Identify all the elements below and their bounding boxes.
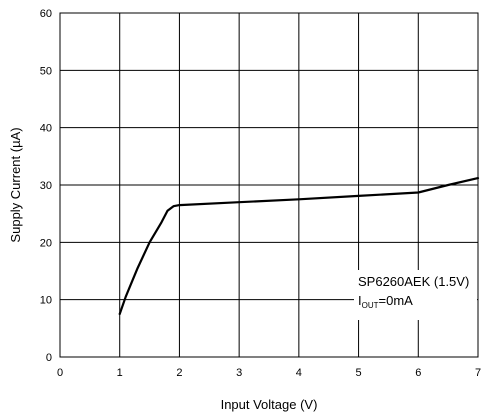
x-tick-labels: 0 1 2 3 4 5 6 7 <box>57 367 481 379</box>
series-line <box>118 177 480 316</box>
y-tick-label: 50 <box>40 65 52 77</box>
y-tick-label: 60 <box>40 8 52 20</box>
y-tick-label: 10 <box>40 295 52 307</box>
x-tick-label: 0 <box>57 367 63 379</box>
y-axis-label: Supply Current (µA) <box>8 127 23 242</box>
y-tick-label: 40 <box>40 123 52 135</box>
x-tick-label: 2 <box>176 367 182 379</box>
annotation-background <box>354 270 477 320</box>
x-tick-label: 6 <box>415 367 421 379</box>
annotation-subscript: OUT <box>362 301 379 310</box>
y-tick-label: 20 <box>40 237 52 249</box>
annotation-condition: IOUT=0mA <box>358 293 413 310</box>
y-tick-label: 30 <box>40 180 52 192</box>
x-tick-label: 3 <box>236 367 242 379</box>
x-tick-label: 4 <box>296 367 302 379</box>
annotation-device: SP6260AEK (1.5V) <box>358 274 469 289</box>
y-tick-label: 0 <box>46 352 52 364</box>
x-tick-label: 5 <box>356 367 362 379</box>
grid-lines <box>60 13 478 357</box>
annotation-current-symbol: I <box>358 293 362 308</box>
x-tick-label: 7 <box>475 367 481 379</box>
x-axis-label: Input Voltage (V) <box>221 397 318 412</box>
plot-frame <box>59 12 479 358</box>
y-tick-labels: 0 10 20 30 40 50 60 <box>40 8 52 364</box>
annotation-value: =0mA <box>379 293 414 308</box>
x-tick-label: 1 <box>117 367 123 379</box>
